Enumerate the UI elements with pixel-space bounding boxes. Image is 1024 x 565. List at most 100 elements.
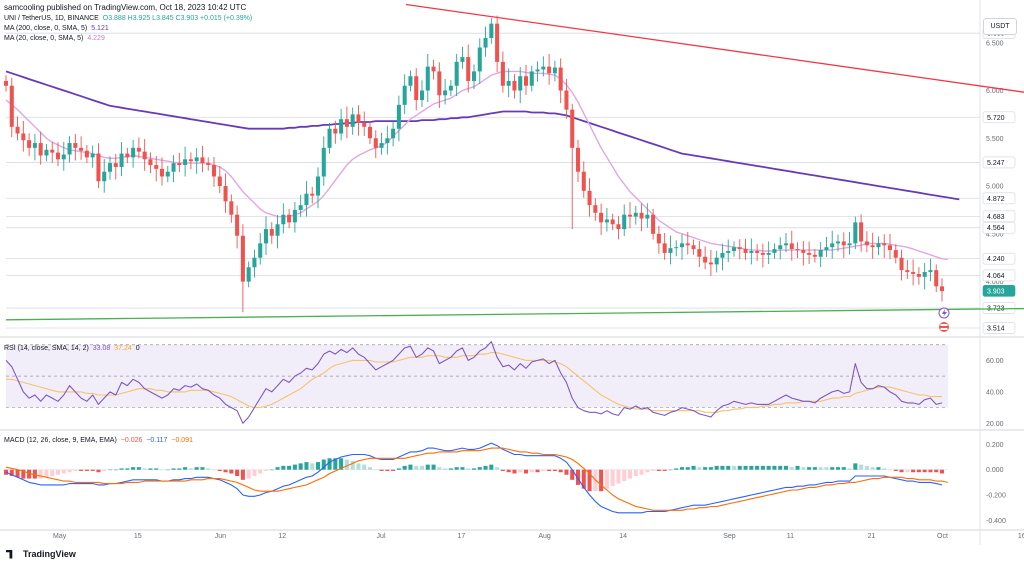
time-axis-tick: 17 bbox=[457, 533, 465, 540]
macd-histogram-bar bbox=[703, 467, 708, 470]
price-mark-box bbox=[982, 252, 1016, 265]
macd-histogram-bar bbox=[454, 467, 459, 470]
candle bbox=[183, 146, 188, 177]
candle bbox=[518, 67, 523, 104]
candle bbox=[367, 121, 373, 145]
candle bbox=[431, 59, 436, 80]
macd-histogram-bar bbox=[789, 467, 794, 470]
candle bbox=[674, 240, 679, 257]
candle bbox=[211, 157, 217, 187]
candle-body bbox=[327, 128, 332, 148]
candle bbox=[737, 239, 742, 260]
candle bbox=[783, 233, 789, 253]
time-axis-tick: Oct bbox=[937, 533, 948, 540]
candle-body bbox=[466, 57, 471, 81]
macd-histogram-bar bbox=[633, 469, 638, 477]
macd-histogram-bar bbox=[55, 469, 61, 475]
candle bbox=[789, 230, 794, 261]
candle-body bbox=[61, 154, 66, 160]
macd-histogram-bar bbox=[206, 468, 211, 470]
tradingview-brand[interactable]: TradingView bbox=[6, 549, 76, 559]
candle-body bbox=[107, 163, 113, 172]
candle-body bbox=[610, 219, 615, 225]
candle bbox=[9, 77, 14, 138]
candle bbox=[512, 74, 517, 99]
candle-body bbox=[876, 243, 881, 248]
price-mark-box bbox=[982, 221, 1016, 234]
candle bbox=[373, 130, 378, 159]
candle-body bbox=[523, 76, 529, 86]
macd-histogram-bar bbox=[547, 469, 552, 471]
candle bbox=[350, 107, 355, 135]
legend-ohlc: O3.888 H3.925 L3.845 C3.903 +0.015 (+0.3… bbox=[102, 15, 253, 22]
candle bbox=[414, 68, 419, 111]
candle-body bbox=[102, 171, 107, 182]
candle bbox=[495, 15, 500, 73]
candle bbox=[67, 136, 72, 163]
candle-body bbox=[396, 104, 401, 129]
macd-histogram-bar bbox=[708, 467, 713, 470]
macd-histogram-bar bbox=[131, 467, 136, 470]
candle-body bbox=[859, 222, 864, 242]
price-mark-box bbox=[982, 285, 1016, 297]
candle bbox=[830, 230, 835, 259]
candle bbox=[454, 53, 459, 97]
candle bbox=[633, 205, 638, 225]
candle-body bbox=[258, 243, 263, 258]
candle-body bbox=[656, 233, 661, 244]
candle-body bbox=[593, 205, 598, 213]
candle bbox=[541, 56, 546, 77]
candle bbox=[263, 216, 269, 255]
macd-histogram-bar bbox=[50, 469, 55, 477]
candle bbox=[529, 65, 534, 92]
macd-histogram-bar bbox=[350, 460, 355, 470]
time-axis-tick: 12 bbox=[278, 533, 286, 540]
candle-body bbox=[223, 186, 228, 202]
candle bbox=[876, 236, 881, 256]
candle bbox=[523, 64, 529, 95]
candle-body bbox=[200, 157, 205, 164]
candle bbox=[356, 105, 361, 136]
macd-histogram-bar bbox=[922, 469, 927, 473]
candle bbox=[188, 152, 193, 170]
macd-histogram-bar bbox=[604, 469, 609, 489]
macd-histogram-bar bbox=[841, 467, 846, 470]
candle-body bbox=[373, 138, 378, 148]
macd-histogram-bar bbox=[795, 465, 800, 470]
candle-body bbox=[645, 214, 650, 219]
macd-histogram-bar bbox=[15, 469, 20, 478]
macd-histogram-bar bbox=[275, 467, 280, 470]
candle bbox=[887, 233, 893, 260]
macd-histogram-bar bbox=[812, 467, 817, 470]
candle-body bbox=[882, 243, 887, 246]
candle bbox=[379, 132, 384, 155]
candle-body bbox=[50, 149, 55, 153]
macd-signal-line bbox=[5, 447, 948, 511]
candle bbox=[171, 155, 176, 183]
candle bbox=[396, 95, 401, 142]
macd-histogram-bar bbox=[471, 468, 477, 470]
candle-body bbox=[443, 90, 448, 96]
candle-body bbox=[824, 247, 829, 251]
price-mark-label: 4.240 bbox=[987, 256, 1005, 263]
candle-body bbox=[9, 85, 14, 127]
candle bbox=[627, 202, 633, 229]
candle bbox=[708, 249, 713, 276]
macd-histogram-bar bbox=[142, 468, 147, 470]
candle-body bbox=[743, 249, 748, 253]
currency-button[interactable]: USDT bbox=[983, 18, 1017, 35]
candle bbox=[408, 70, 413, 92]
candle bbox=[466, 44, 471, 93]
macd-histogram-bar bbox=[67, 469, 72, 473]
candle-body bbox=[731, 247, 737, 252]
candle bbox=[471, 64, 477, 89]
macd-histogram-bar bbox=[373, 469, 378, 471]
price-mark-tag: 3.514 bbox=[982, 322, 1016, 334]
candle bbox=[870, 232, 875, 259]
candle bbox=[679, 234, 685, 260]
candle bbox=[691, 239, 696, 255]
candle bbox=[801, 240, 806, 266]
candle-body bbox=[263, 229, 269, 244]
